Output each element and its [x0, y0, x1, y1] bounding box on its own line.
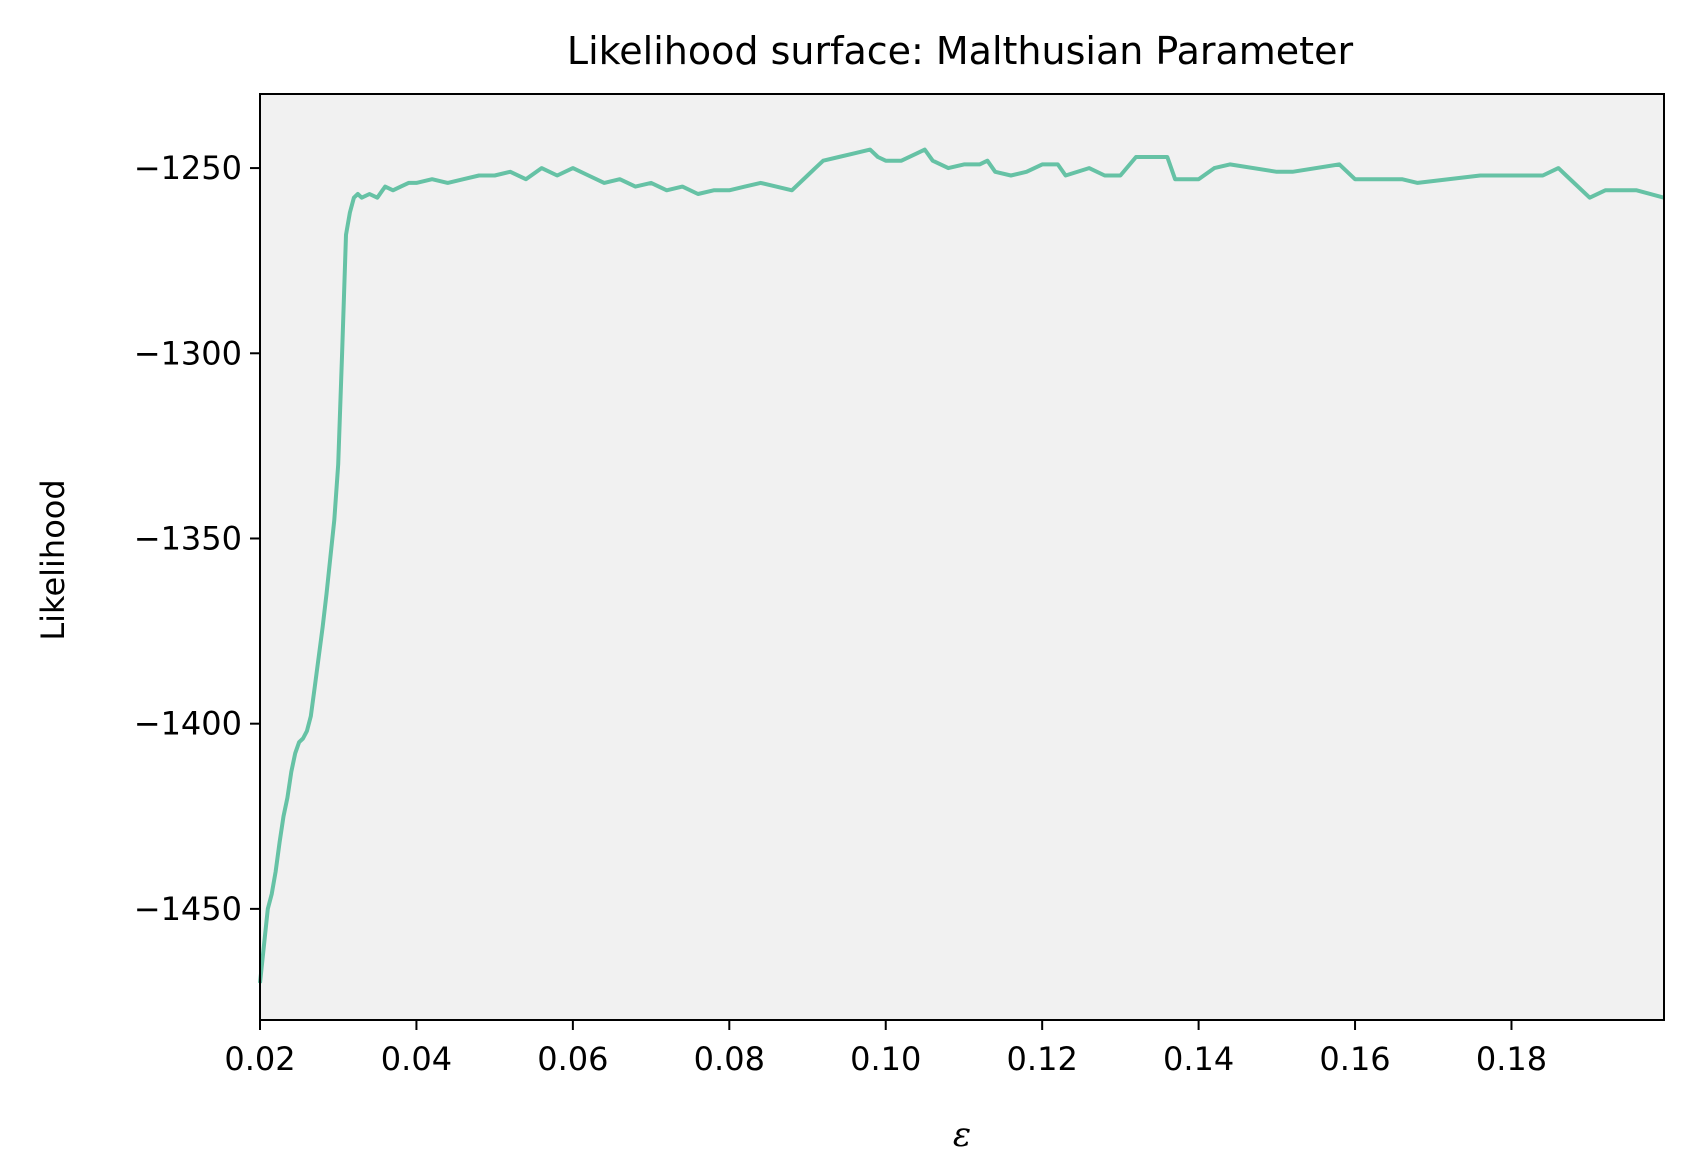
x-tick-label: 0.14	[1163, 1040, 1234, 1078]
x-tick-label: 0.18	[1476, 1040, 1547, 1078]
x-tick-label: 0.10	[850, 1040, 921, 1078]
y-tick-label: −1250	[134, 149, 242, 187]
plot-area	[260, 94, 1664, 1020]
x-tick-label: 0.16	[1319, 1040, 1390, 1078]
x-tick-label: 0.12	[1007, 1040, 1078, 1078]
y-axis-label: Likelihood	[34, 479, 72, 640]
x-tick-label: 0.02	[224, 1040, 295, 1078]
y-tick-label: −1400	[134, 705, 242, 743]
plot-frame	[259, 93, 1665, 1021]
x-axis-ticks: 0.02 0.04 0.06 0.08 0.10 0.12 0.14 0.16 0.18	[224, 1020, 1547, 1078]
y-axis-ticks: −1250 −1300 −1350 −1400 −1450	[134, 149, 260, 928]
x-tick-label: 0.08	[694, 1040, 765, 1078]
y-tick-label: −1300	[134, 334, 242, 372]
chart-title: Likelihood surface: Malthusian Parameter	[567, 29, 1354, 73]
x-tick-label: 0.06	[537, 1040, 608, 1078]
y-tick-label: −1350	[134, 519, 242, 557]
y-tick-label: −1450	[134, 890, 242, 928]
x-tick-label: 0.04	[381, 1040, 452, 1078]
likelihood-series-line	[258, 147, 1665, 984]
x-axis-label: ε	[953, 1115, 971, 1155]
